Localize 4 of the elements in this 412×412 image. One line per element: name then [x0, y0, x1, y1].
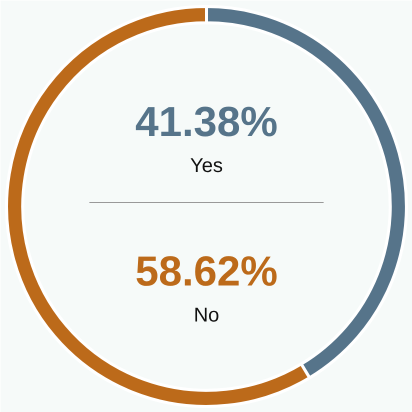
slice-label: No [194, 304, 220, 327]
data-label: 58.62% [135, 248, 278, 295]
slice-label: Yes [190, 155, 223, 178]
data-label: 41.38% [135, 98, 278, 146]
